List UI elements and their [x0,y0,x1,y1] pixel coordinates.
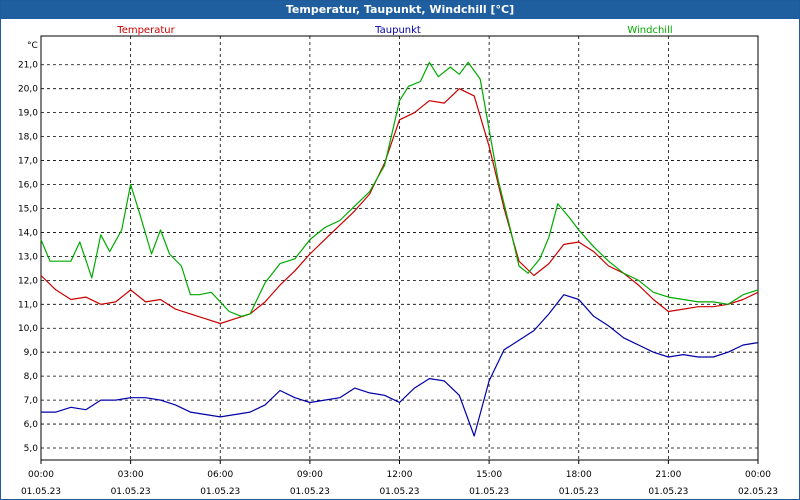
y-axis-unit-label: °C [27,41,38,51]
legend-taupunkt: Taupunkt [374,25,421,36]
y-tick-label: 9,0 [24,348,39,358]
series-line-taupunkt [41,294,759,437]
y-tick-label: 20,0 [18,85,38,95]
x-tick-time-label: 03:00 [118,470,144,480]
x-tick-date-label: 01.05.23 [379,487,419,497]
y-tick-label: 15,0 [18,204,38,214]
y-tick-label: 19,0 [18,109,38,119]
x-tick-date-label: 01.05.23 [21,487,61,497]
y-tick-label: 17,0 [18,157,38,167]
x-tick-time-label: 06:00 [207,470,233,480]
y-tick-label: 13,0 [18,252,38,262]
x-tick-date-label: 01.05.23 [111,487,151,497]
series-line-windchill [40,61,759,317]
chart-title: Temperatur, Taupunkt, Windchill [°C] [1,1,799,19]
x-tick-date-label: 01.05.23 [559,487,599,497]
x-tick-date-label: 02.05.23 [738,487,778,497]
y-tick-label: 7,0 [24,396,39,406]
y-tick-label: 11,0 [18,300,38,310]
x-tick-time-label: 00:00 [745,470,771,480]
x-tick-date-label: 01.05.23 [200,487,240,497]
x-tick-time-label: 15:00 [476,470,502,480]
legend-windchill: Windchill [627,25,672,36]
x-tick-time-label: 18:00 [566,470,592,480]
x-tick-time-label: 09:00 [297,470,323,480]
y-tick-label: 16,0 [18,181,38,191]
x-tick-time-label: 21:00 [655,470,681,480]
chart-area: 5,0 6,0 7,0 8,0 9,0 10,0 11,0 12,0 13,0 14,0 15,0 1… [18,25,778,497]
x-tick-time-label: 12:00 [387,470,413,480]
y-tick-label: 12,0 [18,276,38,286]
y-tick-label: 8,0 [24,372,39,382]
y-tick-label: 6,0 [24,420,39,430]
y-tick-label: 5,0 [24,444,39,454]
x-tick-date-label: 01.05.23 [469,487,509,497]
series-line-temperatur [40,88,759,325]
y-tick-label: 10,0 [18,324,38,334]
y-tick-label: 21,0 [18,61,38,71]
y-tick-label: 14,0 [18,228,38,238]
x-tick-time-label: 00:00 [28,470,54,480]
y-tick-label: 18,0 [18,133,38,143]
x-tick-date-label: 01.05.23 [290,487,330,497]
x-tick-date-label: 01.05.23 [648,487,688,497]
legend-temperatur: Temperatur [116,25,175,36]
